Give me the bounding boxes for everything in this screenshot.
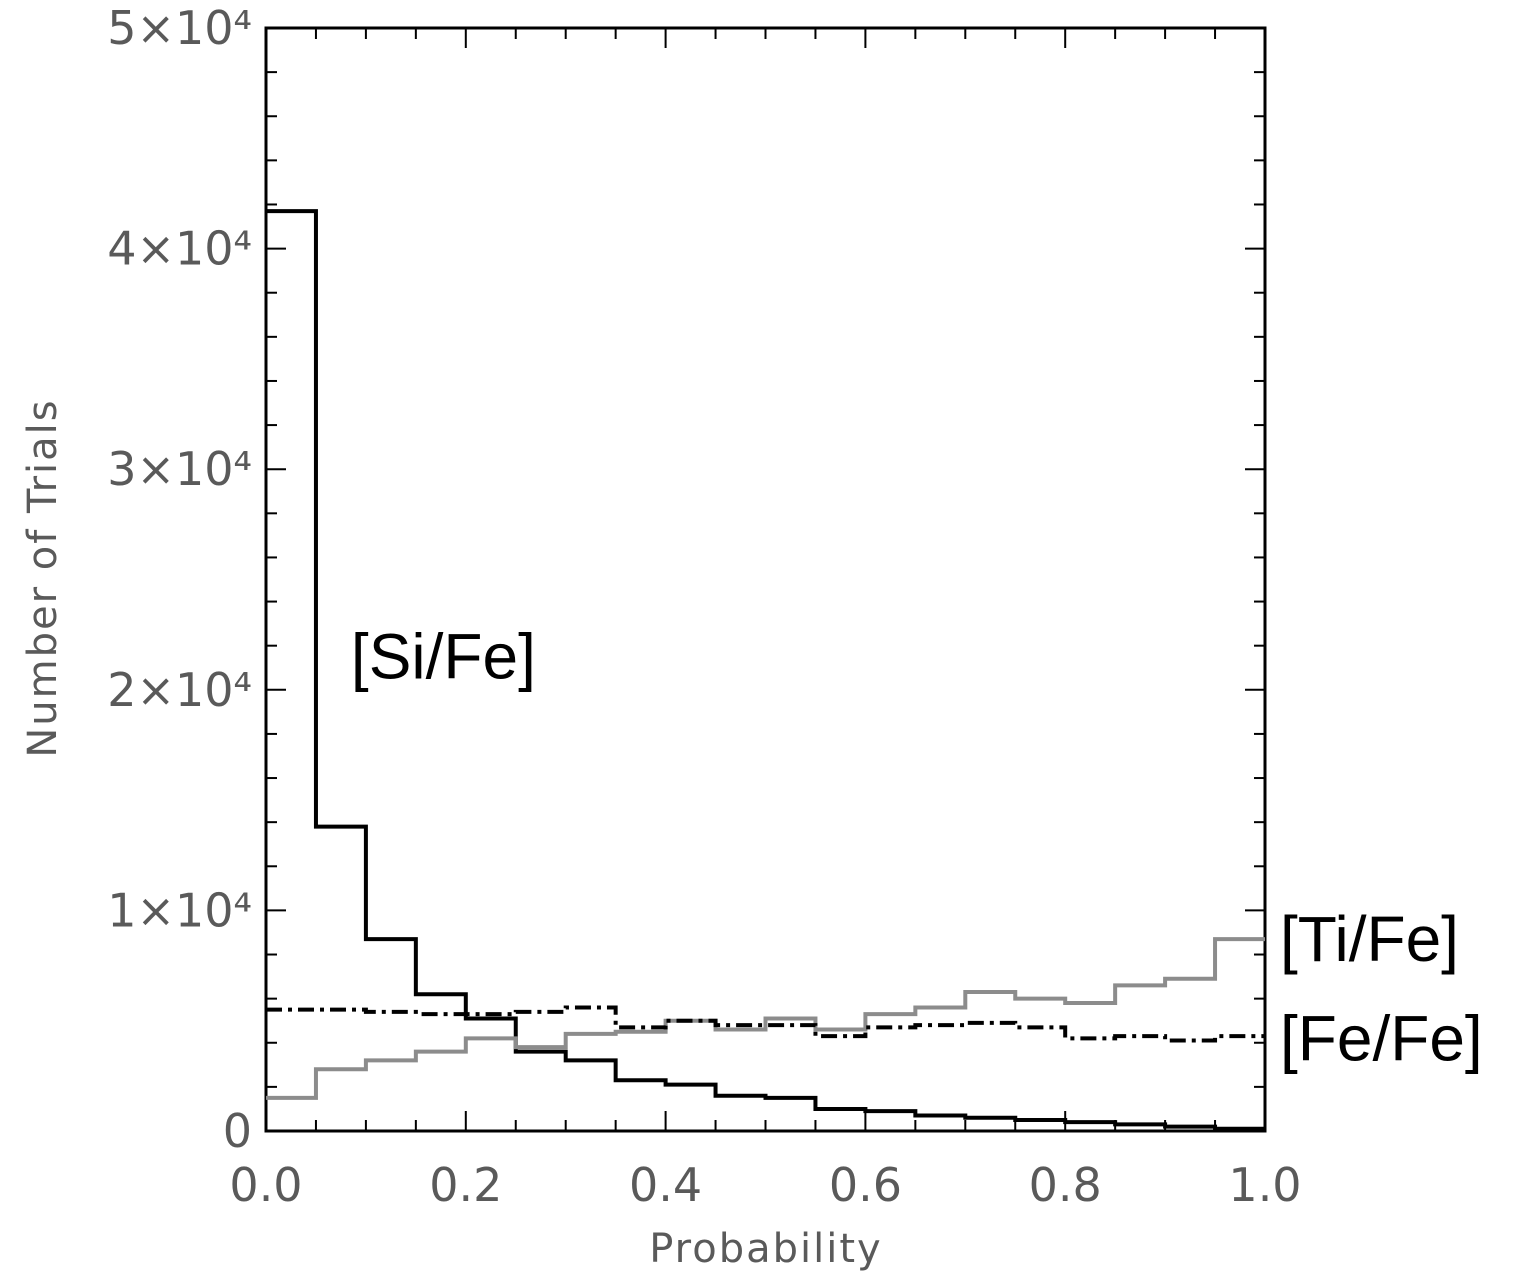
series-line-2 <box>266 1005 1265 1043</box>
y-tick-label: 1×10⁴ <box>107 883 252 937</box>
y-tick-label: 4×10⁴ <box>107 222 252 276</box>
y-tick-label: 3×10⁴ <box>107 442 252 496</box>
x-tick-label: 0.2 <box>429 1158 502 1212</box>
series-label-0: [Si/Fe] <box>351 621 536 693</box>
x-tick-label: 0.0 <box>229 1158 302 1212</box>
series-label-1: [Ti/Fe] <box>1280 903 1459 975</box>
x-tick-label: 0.8 <box>1029 1158 1102 1212</box>
y-tick-label: 0 <box>223 1104 252 1158</box>
x-tick-label: 0.4 <box>629 1158 702 1212</box>
y-tick-label: 5×10⁴ <box>107 1 252 55</box>
series-line-1 <box>266 937 1265 1100</box>
x-tick-label: 1.0 <box>1228 1158 1301 1212</box>
x-axis-title: Probability <box>649 1226 882 1272</box>
series-line-0 <box>266 209 1265 1131</box>
series-label-2: [Fe/Fe] <box>1280 1002 1483 1074</box>
y-axis-title: Number of Trials <box>20 398 66 757</box>
y-tick-label: 2×10⁴ <box>107 663 252 717</box>
x-tick-label: 0.6 <box>829 1158 902 1212</box>
